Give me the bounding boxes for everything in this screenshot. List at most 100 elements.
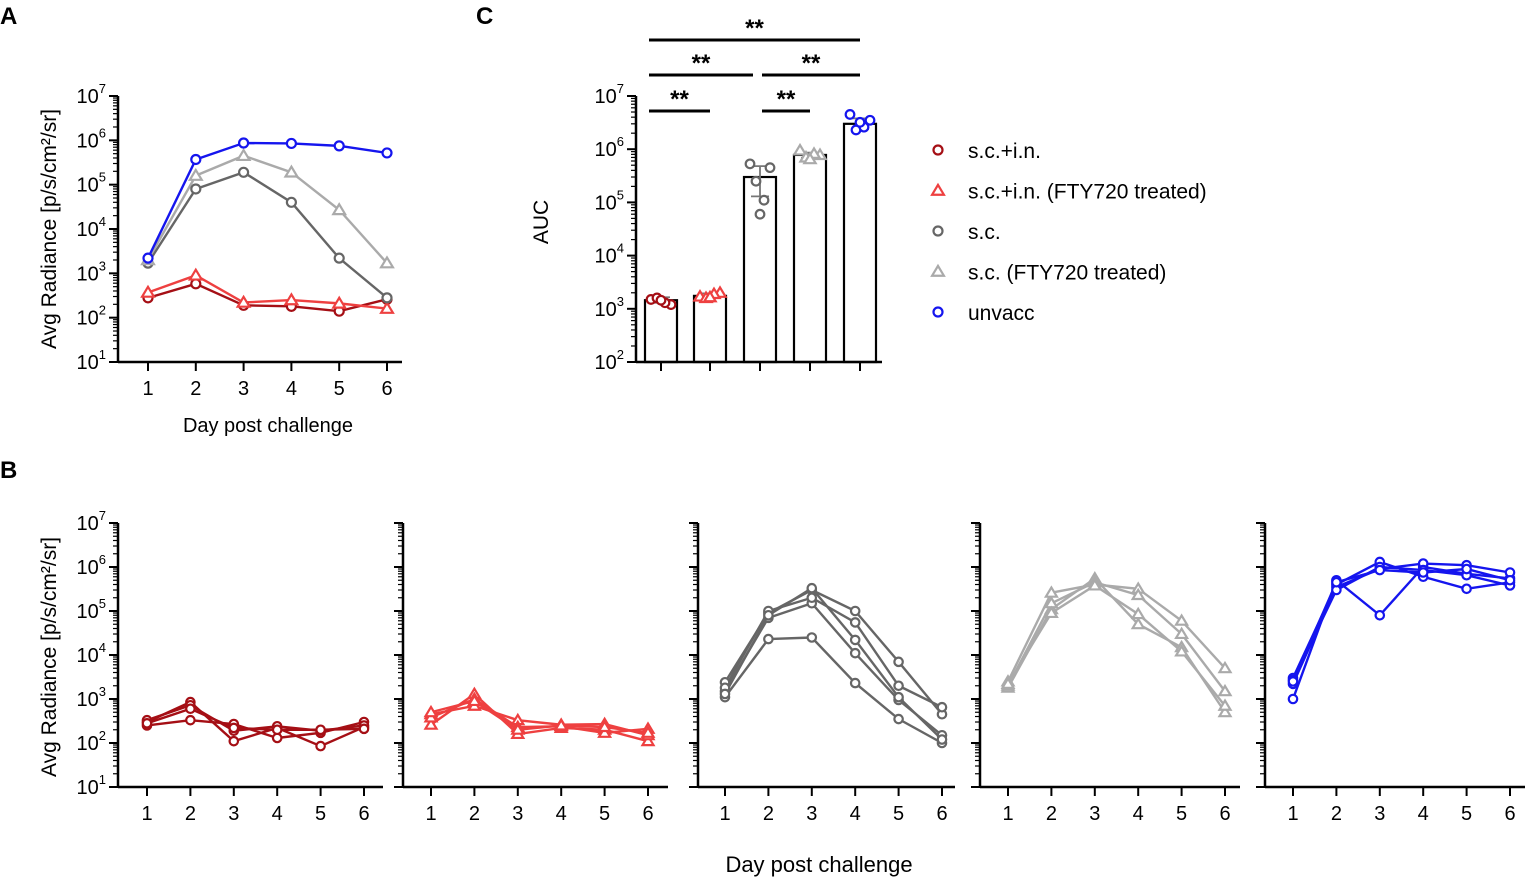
panel-b-point xyxy=(1130,616,1146,630)
panel-b-point xyxy=(1374,609,1386,621)
panel-b-y-tick-label: 107 xyxy=(77,508,106,535)
panel-c-point xyxy=(854,116,866,128)
panel-c-point xyxy=(864,114,876,126)
panel-b-x-tick-label: 2 xyxy=(763,803,774,825)
panel-b-individual-line xyxy=(1006,576,1226,713)
panel-a-point xyxy=(331,295,348,309)
panel-a-y-tick-label-exp: 1 xyxy=(99,347,106,362)
panel-b-individual-line xyxy=(1006,583,1226,683)
panel-b-point xyxy=(1461,563,1472,575)
panel-b-x-label: Day post challenge xyxy=(725,852,912,877)
panel-a-series-line xyxy=(146,141,388,259)
legend-label: s.c.+i.n. (FTY720 treated) xyxy=(968,181,1207,204)
panel-b-subplot-2: 1 2 3 4 5 6 xyxy=(394,522,668,825)
panel-b-point xyxy=(553,718,569,731)
panel-c-point xyxy=(750,175,762,187)
panel-a-point xyxy=(331,202,348,216)
panel-b-x-tick-label: 6 xyxy=(936,803,947,825)
panel-a-series-line xyxy=(147,274,388,310)
panel-a-series-line xyxy=(146,170,388,299)
panel-b-y-tick-label-exp: 1 xyxy=(99,772,106,787)
panel-b-subplot-4: 1 2 3 4 5 6 xyxy=(971,522,1240,825)
panel-b-point xyxy=(849,634,861,646)
panel-a-y-tick-label: 107 xyxy=(77,81,106,108)
panel-b-point xyxy=(1087,578,1103,591)
panel-b-point xyxy=(1287,693,1299,705)
panel-b-point xyxy=(1043,585,1059,598)
panel-c-bar xyxy=(792,153,828,364)
panel-c-point xyxy=(758,194,770,206)
panel-c-bar xyxy=(742,175,778,364)
panel-c-y-ticks: 102 103 104 105 106 107 xyxy=(595,81,636,374)
legend-marker-triangle xyxy=(930,182,946,196)
legend-marker-triangle xyxy=(930,263,946,277)
panel-b-x-tick-label: 5 xyxy=(1176,803,1187,825)
panel-b-x-tick-label: 4 xyxy=(272,803,283,825)
panel-a-series xyxy=(140,137,395,317)
panel-a-chart: 101 102 103 104 105 106 107 1 2 3 4 5 6 Avg Radianc… xyxy=(38,81,402,437)
panel-b-x-tick-label: 1 xyxy=(1002,803,1013,825)
panel-b-point xyxy=(936,734,948,745)
panel-b-point xyxy=(1287,676,1299,687)
panel-b-individual-line xyxy=(146,707,365,731)
panel-b-point xyxy=(1217,660,1233,674)
panel-c-y-tick-label-exp: 2 xyxy=(617,347,624,362)
panel-a-series-line xyxy=(147,282,388,313)
panel-b-y-tick-label: 104 xyxy=(77,640,106,667)
panel-b-x-tick-label: 3 xyxy=(228,803,239,825)
panel-a-x-tick-label: 3 xyxy=(238,378,249,400)
panel-c-y-tick-label-exp: 7 xyxy=(617,81,624,96)
panel-b-y-tick-label-exp: 5 xyxy=(99,596,106,611)
panel-b-y-tick-label-exp: 4 xyxy=(99,640,106,655)
panel-b-y-tick-label: 103 xyxy=(77,684,106,711)
panel-b-x-tick-label: 2 xyxy=(1331,803,1342,825)
panel-c-significance-label: ** xyxy=(745,15,764,42)
panel-b-individual-line xyxy=(724,636,943,745)
panel-c-point xyxy=(744,158,756,170)
panel-b-x-tick-label: 4 xyxy=(850,803,861,825)
panel-b-x-tick-label: 3 xyxy=(1089,803,1100,825)
panel-a-point xyxy=(235,147,252,162)
panel-a-series-line xyxy=(146,154,388,264)
panel-b-point xyxy=(315,724,326,736)
panel-c-y-tick-label-exp: 5 xyxy=(617,187,624,202)
panel-b-point xyxy=(1043,605,1059,619)
panel-b-x-tick-label: 1 xyxy=(141,803,152,825)
panel-c-bar xyxy=(842,122,878,364)
panel-a-point xyxy=(333,252,345,264)
panel-b-point xyxy=(423,704,439,718)
panel-b-x-tick-label: 5 xyxy=(893,803,904,825)
panel-c-point xyxy=(792,142,808,156)
panel-b-x-tick-label: 4 xyxy=(556,803,567,825)
panel-a-y-label: Avg Radiance [p/s/cm²/sr] xyxy=(38,109,61,349)
panel-b-point xyxy=(806,632,818,643)
panel-a-x-tick-label: 2 xyxy=(190,378,201,400)
panel-a-point xyxy=(379,300,395,314)
panel-a-y-tick-label-exp: 2 xyxy=(99,303,106,318)
panel-b-individual-line xyxy=(1006,580,1226,692)
panel-b-point xyxy=(1217,704,1233,718)
panel-b-point xyxy=(1331,576,1342,588)
panel-b-point xyxy=(1174,626,1190,640)
panel-b-point xyxy=(936,701,948,713)
panel-b-point xyxy=(893,691,904,703)
panel-c-point xyxy=(754,208,766,220)
panel-b-point xyxy=(185,703,196,715)
panel-a-point xyxy=(283,164,300,178)
panel-c-y-tick-label-exp: 3 xyxy=(617,294,624,309)
panel-c-y-tick-label: 105 xyxy=(595,187,624,214)
panel-a-point xyxy=(190,153,202,166)
panel-b-point xyxy=(849,617,861,628)
panel-c-y-tick-label-exp: 6 xyxy=(617,134,624,149)
panel-a-point xyxy=(285,137,297,150)
panel-a-y-tick-label: 102 xyxy=(77,303,106,330)
panel-a-point xyxy=(333,140,345,152)
panel-a-y-tick-label-exp: 3 xyxy=(99,258,106,273)
panel-a-point xyxy=(381,147,393,159)
panel-a-point xyxy=(190,183,202,195)
panel-b-point xyxy=(849,677,861,689)
panel-b-x-tick-label: 6 xyxy=(642,803,653,825)
panel-a-point xyxy=(142,252,154,264)
